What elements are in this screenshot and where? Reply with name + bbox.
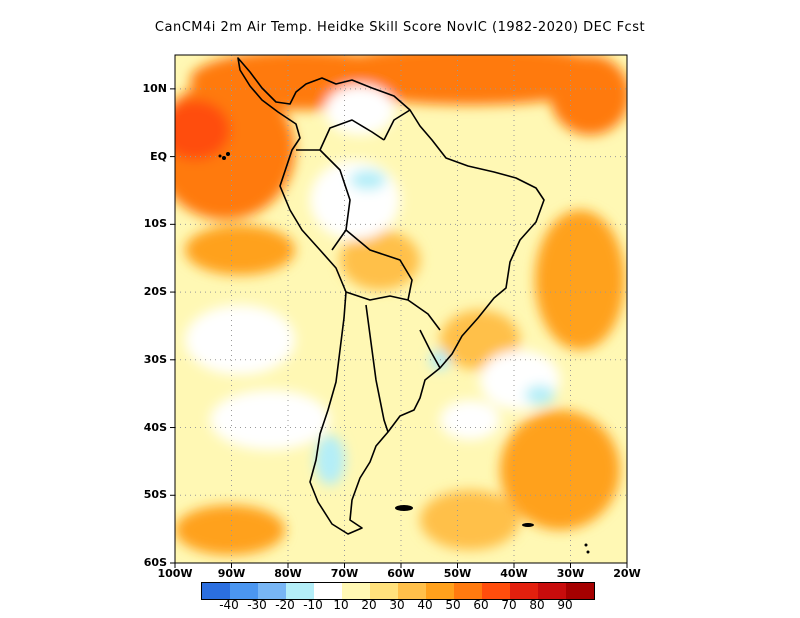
colorbar-swatch bbox=[566, 583, 594, 599]
lon-label: 30W bbox=[556, 567, 585, 580]
lon-label: 40W bbox=[500, 567, 528, 580]
colorbar-swatch bbox=[342, 583, 370, 599]
colorbar bbox=[201, 582, 595, 600]
lon-label: 90W bbox=[217, 567, 246, 580]
map-title: CanCM4i 2m Air Temp. Heidke Skill Score … bbox=[154, 20, 646, 35]
colorbar-swatch bbox=[202, 583, 230, 599]
colorbar-swatch bbox=[286, 583, 314, 599]
colorbar-label: 90 bbox=[557, 598, 573, 612]
colorbar-label: 20 bbox=[361, 598, 377, 612]
lat-label: EQ bbox=[150, 149, 167, 163]
coastline bbox=[237, 57, 545, 535]
lat-label: 60S bbox=[143, 556, 167, 569]
colorbar-swatch bbox=[454, 583, 482, 599]
colorbar-swatch bbox=[230, 583, 258, 599]
skill-field bbox=[175, 55, 627, 563]
colorbar-swatch bbox=[370, 583, 398, 599]
colorbar-label: 40 bbox=[417, 598, 433, 612]
colorbar-label: 50 bbox=[445, 598, 461, 612]
colorbar-swatch bbox=[482, 583, 510, 599]
colorbar-label: 80 bbox=[529, 598, 545, 612]
colorbar-swatch bbox=[426, 583, 454, 599]
colorbar-label: 70 bbox=[501, 598, 517, 612]
lat-label: 50S bbox=[143, 488, 167, 502]
colorbar-swatch bbox=[510, 583, 538, 599]
lon-label: 60W bbox=[387, 567, 415, 580]
lon-label: 50W bbox=[443, 567, 472, 580]
lon-label: 20W bbox=[613, 567, 641, 580]
gridlines bbox=[175, 55, 627, 563]
lon-label: 100W bbox=[157, 567, 193, 580]
lat-label: 10S bbox=[143, 217, 167, 231]
lon-label: 80W bbox=[274, 567, 302, 580]
colorbar-swatch bbox=[258, 583, 286, 599]
colorbar-swatch bbox=[314, 583, 342, 599]
axis-ticks bbox=[170, 88, 628, 568]
colorbar-label: -20 bbox=[275, 598, 295, 612]
lat-label: 40S bbox=[143, 420, 167, 434]
islands bbox=[218, 152, 590, 554]
colorbar-label: 10 bbox=[333, 598, 349, 612]
colorbar-label: -10 bbox=[303, 598, 323, 612]
colorbar-label: -40 bbox=[219, 598, 239, 612]
lat-label: 20S bbox=[143, 285, 167, 299]
colorbar-swatch bbox=[538, 583, 566, 599]
lat-label: 30S bbox=[143, 352, 167, 366]
lon-label: 70W bbox=[330, 567, 359, 580]
colorbar-swatch bbox=[398, 583, 426, 599]
colorbar-label: -30 bbox=[247, 598, 267, 612]
colorbar-label: 60 bbox=[473, 598, 489, 612]
colorbar-label: 30 bbox=[389, 598, 405, 612]
lat-label: 10N bbox=[142, 81, 167, 95]
